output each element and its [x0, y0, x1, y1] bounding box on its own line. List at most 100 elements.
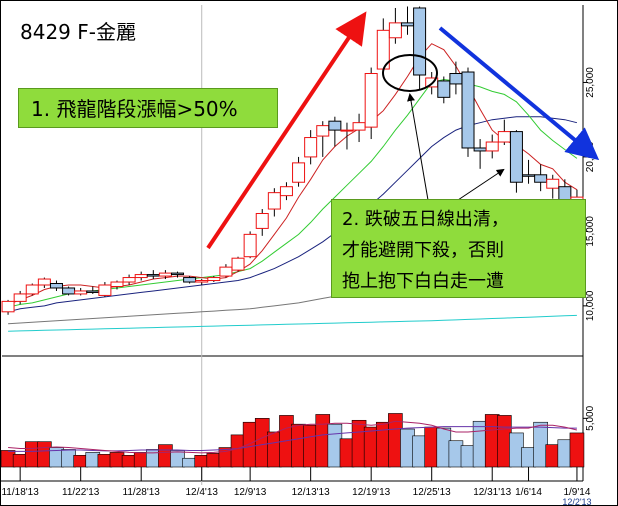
candle	[267, 188, 281, 217]
candle	[461, 67, 475, 157]
candle-up-body	[25, 284, 39, 295]
candle-up-body	[352, 122, 366, 131]
candle-down-body	[62, 287, 76, 295]
price-tick-label: 10,000	[585, 290, 596, 321]
candle	[243, 231, 257, 259]
annotation-line-2: 才能避開下殺，否則	[342, 240, 504, 261]
candle	[13, 290, 27, 305]
date-tick-label: 11/22'13	[62, 487, 100, 498]
date-tick-label: 1/9'14	[563, 487, 590, 498]
uptrend-arrow	[206, 11, 367, 250]
date-tick-label: 1/6'14	[515, 487, 542, 498]
candle-down-body	[449, 73, 463, 85]
candle-down-body	[49, 283, 63, 289]
downtrend-arrow	[438, 26, 600, 161]
candle	[328, 116, 342, 147]
date-tick-label: 12/19'13	[352, 487, 390, 498]
candle	[522, 159, 536, 184]
candle-up-body	[231, 257, 245, 271]
candle	[304, 130, 318, 165]
candle	[171, 271, 185, 278]
candle	[352, 113, 366, 143]
pointer-arrow-2	[457, 168, 505, 201]
candle	[122, 274, 136, 285]
ma20-line	[7, 116, 578, 313]
breakdown-highlight-ellipse	[382, 54, 438, 92]
candle	[364, 67, 378, 140]
candle-up-body	[219, 266, 233, 277]
candle-up-body	[110, 281, 124, 287]
candle	[449, 61, 463, 95]
price-tick-label: 20,000	[585, 141, 596, 172]
candle-up-body	[546, 178, 560, 189]
candle-up-body	[255, 213, 269, 229]
price-tick-label: 25,000	[585, 67, 596, 98]
pointer-arrow-1	[407, 93, 429, 201]
candle	[25, 283, 39, 296]
candle	[279, 182, 293, 201]
date-tick-label: 11/18'13	[1, 487, 39, 498]
candle	[110, 280, 124, 290]
candle	[485, 134, 499, 159]
candle	[231, 256, 245, 272]
candle-up-body	[74, 290, 88, 295]
candle-down-body	[400, 22, 414, 27]
candle	[219, 264, 233, 278]
candle-up-body	[340, 129, 354, 132]
candle	[255, 209, 269, 236]
candle-down-body	[86, 290, 100, 293]
candle	[413, 6, 427, 90]
candle	[534, 164, 548, 192]
candle-up-body	[388, 22, 402, 39]
candle-up-body	[207, 277, 221, 282]
candle-up-body	[13, 293, 27, 302]
candle-up-body	[158, 272, 172, 277]
candle	[195, 279, 209, 285]
date-tick-label: 12/4'13	[185, 487, 218, 498]
candle-down-body	[534, 174, 548, 183]
candle	[509, 130, 523, 193]
candle-up-body	[485, 141, 499, 152]
candle	[49, 280, 63, 291]
candle	[400, 6, 414, 35]
candle-up-body	[122, 277, 136, 283]
date-tick-label: 12/9'13	[234, 487, 267, 498]
candle-down-body	[522, 174, 536, 177]
candle	[292, 156, 306, 187]
candle-down-body	[473, 147, 487, 152]
candle-up-body	[292, 162, 306, 183]
candle-up-body	[1, 300, 15, 313]
candle	[340, 122, 354, 150]
candle	[98, 282, 112, 297]
candle	[316, 121, 330, 157]
candle-up-body	[134, 274, 148, 279]
annotation-box-2: 2. 跌破五日線出清， 才能避開下殺，否則 抱上抱下白白走一遭	[331, 199, 586, 298]
candle	[1, 299, 15, 315]
candle-up-body	[497, 131, 511, 143]
candle-up-body	[316, 125, 330, 137]
candle	[207, 276, 221, 283]
candle-down-body	[146, 274, 160, 277]
candle	[376, 18, 390, 77]
date-tick-label: 11/28'13	[123, 487, 161, 498]
ma120-line	[8, 314, 577, 332]
candle	[183, 276, 197, 284]
candle-up-body	[364, 73, 378, 128]
annotation-line-3: 抱上抱下白白走一遭	[342, 271, 504, 292]
date-tick-label: 12/13'13	[292, 487, 330, 498]
candle-up-body	[98, 284, 112, 296]
candle-down-body	[437, 80, 451, 98]
candle	[62, 286, 76, 296]
candle-up-body	[267, 192, 281, 210]
candle	[134, 271, 148, 281]
candle-down-body	[328, 120, 342, 131]
chart-title: 8429 F-金麗	[20, 20, 136, 44]
candle	[497, 119, 511, 145]
date-tick-label: 12/25'13	[413, 487, 451, 498]
candle	[146, 270, 160, 280]
candle-down-body	[183, 277, 197, 283]
volume-ma-line-1	[8, 420, 578, 454]
price-tick-label: 15,000	[585, 216, 596, 247]
